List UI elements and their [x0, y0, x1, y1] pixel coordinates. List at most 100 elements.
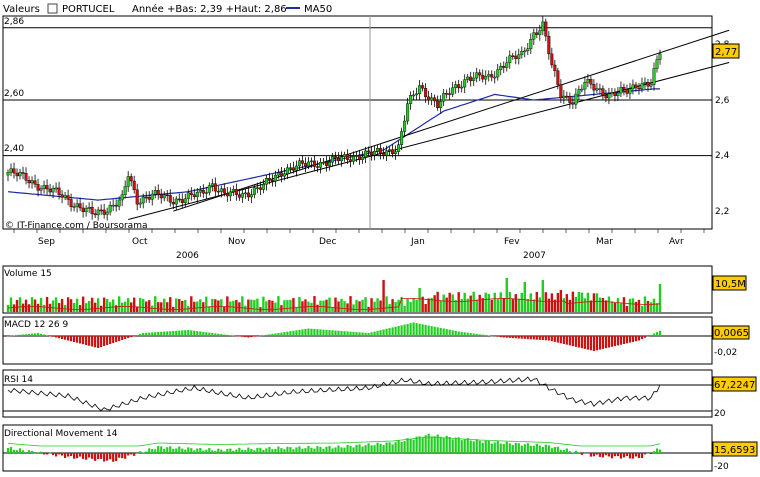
candle-body [9, 168, 13, 173]
macd-bar [430, 326, 433, 336]
macd-bar [208, 332, 211, 336]
macd-bar [379, 330, 382, 336]
dm-bar [595, 453, 599, 455]
macd-bar [69, 336, 73, 342]
dm-bar [529, 445, 532, 453]
dm-bar [511, 445, 514, 453]
candle-body [246, 192, 250, 198]
candle-body [622, 87, 626, 90]
candle-body [252, 187, 256, 195]
candle-body [634, 84, 638, 89]
volume-bar [283, 300, 286, 312]
macd-bar [256, 336, 259, 337]
macd-bar [214, 333, 217, 336]
candle-body [174, 198, 178, 205]
macd-bar [33, 333, 37, 336]
macd-bar [127, 336, 130, 338]
volume-bar [105, 299, 109, 312]
macd-bar [163, 331, 166, 336]
macd-bar [652, 333, 656, 336]
series-checkbox[interactable] [47, 3, 58, 14]
dm-bar [97, 453, 100, 460]
macd-bar [484, 335, 487, 336]
dm-bar [211, 450, 214, 453]
macd-bar [124, 336, 127, 339]
volume-bar [66, 297, 70, 312]
dm-bar [280, 448, 283, 453]
dm-bar [385, 442, 388, 453]
candle-body [421, 85, 425, 89]
macd-bar [388, 328, 391, 336]
rsi-line [7, 376, 661, 412]
macd-bar [370, 332, 373, 336]
dm-bar [69, 453, 73, 457]
candle-body [255, 187, 259, 189]
macd-bar [601, 336, 605, 349]
volume-bar [658, 284, 662, 312]
candle-body [318, 162, 322, 168]
volume-bar [199, 299, 202, 312]
candle-body [165, 194, 169, 197]
dm-bar [628, 453, 632, 459]
volume-bar [84, 303, 88, 312]
candle-body [279, 172, 283, 177]
dm-bar [361, 446, 364, 453]
macd-bar [535, 336, 538, 340]
macd-bar [268, 334, 271, 336]
candle-body [508, 55, 512, 63]
volume-bar [481, 298, 484, 312]
macd-bar [196, 331, 199, 336]
year-2006: 2006 [176, 251, 199, 261]
volume-bar [93, 302, 97, 312]
volume-bar [184, 299, 187, 312]
volume-bar [310, 302, 313, 312]
macd-bar [193, 330, 196, 336]
dm-bar [175, 448, 178, 453]
volume-bar [433, 295, 436, 312]
dm-bar [286, 446, 289, 453]
volume-bar [499, 292, 502, 312]
macd-bar [148, 332, 151, 336]
candle-body [183, 198, 187, 203]
volume-bar [135, 306, 139, 312]
candle-body [502, 65, 506, 68]
macd-bar [48, 336, 52, 337]
dm-bar [283, 449, 286, 453]
dm-bar [163, 448, 166, 453]
volume-bar [595, 293, 599, 312]
volume-bar [496, 299, 499, 312]
macd-bar [400, 325, 403, 336]
dm-bar [568, 451, 571, 453]
dm-bar [15, 450, 19, 453]
dm-bar [226, 449, 229, 453]
macd-bar [36, 333, 40, 336]
macd-bar [553, 336, 556, 342]
macd-bar [439, 327, 442, 336]
volume-bar [316, 304, 319, 312]
volume-bar [250, 299, 253, 312]
dm-bar [115, 453, 118, 462]
macd-bar [241, 336, 244, 337]
dm-bar [637, 453, 641, 459]
volume-bar [382, 280, 385, 312]
macd-bar [91, 336, 94, 347]
macd-bar [250, 336, 253, 338]
candle-body [577, 89, 581, 95]
candle-body [436, 100, 440, 109]
dm-bar [604, 453, 608, 456]
volume-bar [154, 296, 157, 312]
volume-bar [111, 299, 115, 312]
macd-bar [541, 336, 544, 341]
volume-bar [90, 297, 94, 312]
volume-bar [169, 297, 172, 312]
volume-bar [126, 298, 130, 312]
month-dec: Dec [319, 237, 336, 247]
candle-body [430, 97, 434, 101]
volume-bar [376, 298, 379, 312]
candle-body [153, 190, 157, 195]
candle-body [69, 199, 73, 207]
dm-bar [448, 437, 451, 453]
volume-bar [304, 299, 307, 312]
macd-bar [637, 336, 641, 341]
volume-bars [6, 278, 662, 312]
